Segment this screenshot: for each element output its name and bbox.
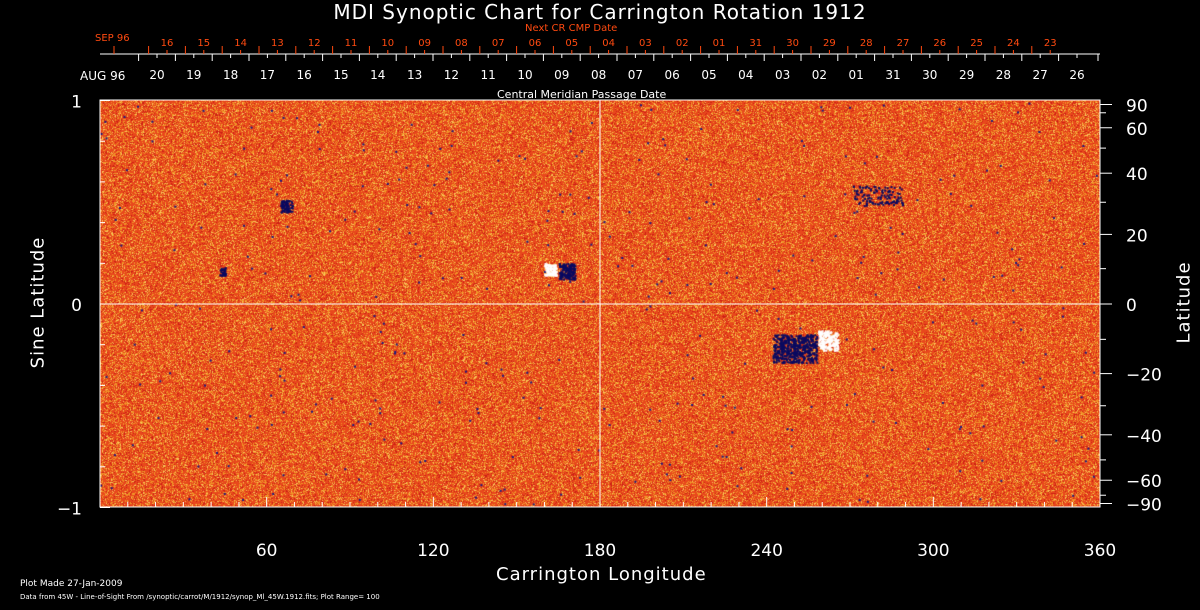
next-cr-date: 15 — [197, 38, 210, 49]
x-axis-label: Carrington Longitude — [496, 564, 707, 585]
top-axis-date: 15 — [333, 68, 348, 82]
next-cr-date: 31 — [749, 38, 762, 49]
next-cr-date: 23 — [1044, 38, 1057, 49]
chart-title: MDI Synoptic Chart for Carrington Rotati… — [333, 0, 867, 24]
y-tick-label: 1 — [71, 93, 82, 113]
next-cr-date: 25 — [970, 38, 983, 49]
next-cr-date: 01 — [713, 38, 726, 49]
next-cr-date: 04 — [602, 38, 615, 49]
top-axis-date: 20 — [149, 68, 164, 82]
top-axis-date: 14 — [370, 68, 385, 82]
next-cr-date: 16 — [161, 38, 174, 49]
next-cr-date: 08 — [455, 38, 468, 49]
x-tick-label: 180 — [584, 541, 616, 561]
next-cr-date: 10 — [381, 38, 394, 49]
top-axis-month: AUG 96 — [80, 69, 126, 83]
next-cr-date: 24 — [1007, 38, 1020, 49]
next-cr-date: 30 — [786, 38, 799, 49]
y2-tick-label: 90 — [1126, 97, 1148, 117]
top-axis-date: 02 — [812, 68, 827, 82]
next-cr-date: 11 — [345, 38, 358, 49]
next-cr-axis-month: SEP 96 — [95, 33, 130, 44]
y2-tick-label: −40 — [1126, 427, 1162, 447]
y2-axis-label: Latitude — [1173, 261, 1195, 344]
top-axis-date: 03 — [775, 68, 790, 82]
y-tick-label: −1 — [57, 500, 82, 520]
y2-tick-label: 20 — [1126, 226, 1148, 246]
top-axis-label: Central Meridian Passage Date — [497, 88, 667, 101]
top-axis-date: 13 — [407, 68, 422, 82]
x-tick-label: 360 — [1084, 541, 1116, 561]
next-cr-date: 07 — [492, 38, 505, 49]
top-axis-date: 30 — [922, 68, 937, 82]
top-axis-date: 19 — [186, 68, 201, 82]
next-cr-date: 14 — [234, 38, 247, 49]
y-axis-label: Sine Latitude — [27, 236, 49, 369]
next-cr-date: 06 — [529, 38, 542, 49]
top-axis-date: 28 — [996, 68, 1011, 82]
data-source-note: Data from 45W - Line-of-Sight From /syno… — [20, 593, 380, 601]
y2-tick-label: −60 — [1126, 472, 1162, 492]
next-cr-date: 03 — [639, 38, 652, 49]
next-cr-date: 12 — [308, 38, 321, 49]
top-axis-date: 09 — [554, 68, 569, 82]
y2-tick-label: −20 — [1126, 366, 1162, 386]
top-axis-date: 31 — [885, 68, 900, 82]
next-cr-date: 09 — [418, 38, 431, 49]
x-tick-label: 120 — [417, 541, 449, 561]
next-cr-date: 29 — [823, 38, 836, 49]
top-axis-date: 26 — [1069, 68, 1084, 82]
top-axis-date: 08 — [591, 68, 606, 82]
next-cr-date: 02 — [676, 38, 689, 49]
y-tick-label: 0 — [71, 296, 82, 316]
top-axis-date: 18 — [223, 68, 238, 82]
x-tick-label: 300 — [917, 541, 949, 561]
top-axis-date: 04 — [738, 68, 753, 82]
top-axis-date: 16 — [297, 68, 312, 82]
next-cr-date: 28 — [860, 38, 873, 49]
top-axis-date: 17 — [260, 68, 275, 82]
top-axis-date: 10 — [517, 68, 532, 82]
next-cr-date: 05 — [565, 38, 578, 49]
y2-tick-label: 0 — [1126, 296, 1137, 316]
next-cr-date: 26 — [933, 38, 946, 49]
next-cr-date: 13 — [271, 38, 284, 49]
next-cr-date: 27 — [897, 38, 910, 49]
top-axis-date: 06 — [665, 68, 680, 82]
y2-tick-label: 60 — [1126, 120, 1148, 140]
top-axis-date: 01 — [849, 68, 864, 82]
x-tick-label: 240 — [750, 541, 782, 561]
y2-tick-label: 40 — [1126, 165, 1148, 185]
top-axis-date: 11 — [481, 68, 496, 82]
top-axis-date: 12 — [444, 68, 459, 82]
next-cr-axis-label: Next CR CMP Date — [525, 23, 618, 34]
top-axis-date: 07 — [628, 68, 643, 82]
x-tick-label: 60 — [256, 541, 278, 561]
top-axis-date: 27 — [1033, 68, 1048, 82]
y2-tick-label: −90 — [1126, 496, 1162, 516]
plot-made-note: Plot Made 27-Jan-2009 — [20, 579, 123, 589]
top-axis-date: 05 — [701, 68, 716, 82]
top-axis-date: 29 — [959, 68, 974, 82]
